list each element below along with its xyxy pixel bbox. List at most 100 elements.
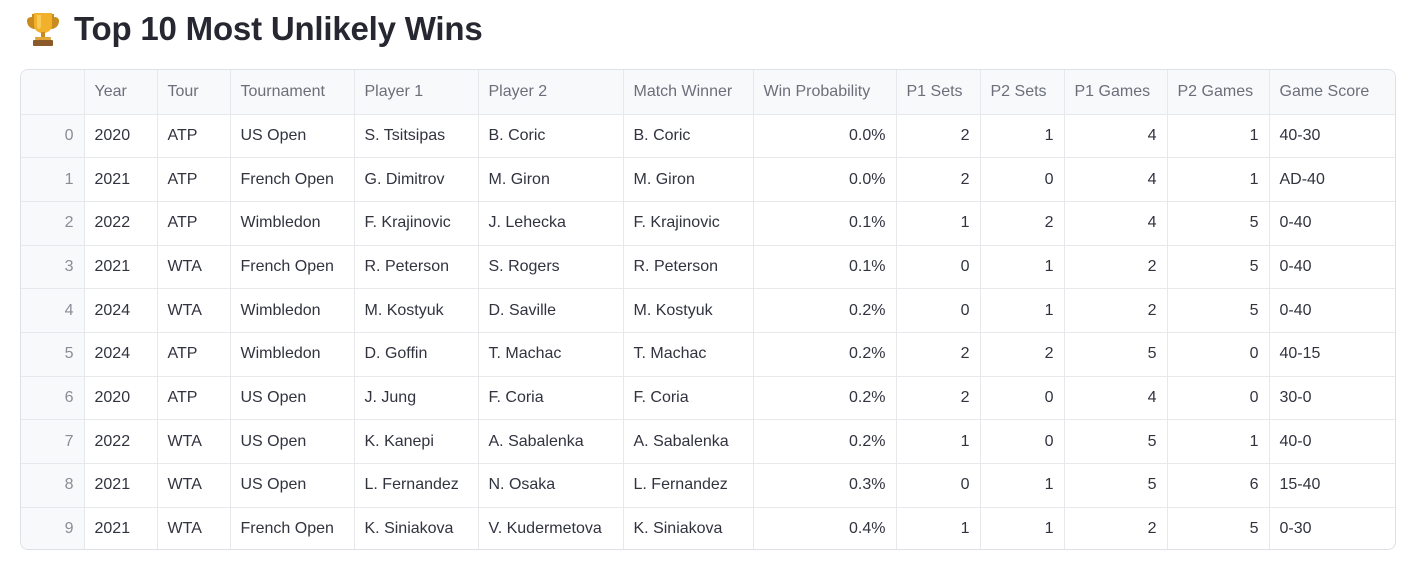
p1-sets-cell[interactable]: 2: [896, 376, 981, 421]
tournament-cell[interactable]: US Open: [230, 376, 355, 421]
game-score-cell[interactable]: AD-40: [1269, 157, 1395, 202]
player2-cell[interactable]: J. Lehecka: [478, 201, 624, 246]
row-index[interactable]: 7: [21, 419, 85, 464]
p1-games-cell[interactable]: 2: [1064, 288, 1168, 333]
tour-cell[interactable]: ATP: [157, 114, 231, 159]
p2-games-cell[interactable]: 5: [1167, 507, 1270, 549]
player2-header[interactable]: Player 2: [478, 70, 624, 115]
tour-cell[interactable]: WTA: [157, 245, 231, 290]
p2-games-cell[interactable]: 1: [1167, 114, 1270, 159]
winner-cell[interactable]: T. Machac: [623, 332, 754, 377]
table-row[interactable]: 8 2021 WTA US Open L. Fernandez N. Osaka L. Fe…: [21, 463, 1395, 508]
win-probability-cell[interactable]: 0.3%: [753, 463, 897, 508]
player1-header[interactable]: Player 1: [354, 70, 479, 115]
player2-cell[interactable]: N. Osaka: [478, 463, 624, 508]
game-score-header[interactable]: Game Score: [1269, 70, 1395, 115]
row-index[interactable]: 0: [21, 114, 85, 159]
winner-cell[interactable]: B. Coric: [623, 114, 754, 159]
p2-sets-cell[interactable]: 1: [980, 288, 1065, 333]
win-probability-cell[interactable]: 0.2%: [753, 419, 897, 464]
p1-games-cell[interactable]: 5: [1064, 463, 1168, 508]
game-score-cell[interactable]: 0-40: [1269, 245, 1395, 290]
tournament-header[interactable]: Tournament: [230, 70, 355, 115]
p2-sets-cell[interactable]: 0: [980, 157, 1065, 202]
year-cell[interactable]: 2021: [84, 463, 158, 508]
winner-header[interactable]: Match Winner: [623, 70, 754, 115]
p2-sets-cell[interactable]: 1: [980, 507, 1065, 549]
p1-sets-cell[interactable]: 1: [896, 419, 981, 464]
p2-games-cell[interactable]: 0: [1167, 332, 1270, 377]
year-cell[interactable]: 2022: [84, 419, 158, 464]
win-probability-cell[interactable]: 0.1%: [753, 245, 897, 290]
year-cell[interactable]: 2024: [84, 332, 158, 377]
tournament-cell[interactable]: US Open: [230, 419, 355, 464]
p1-sets-cell[interactable]: 2: [896, 332, 981, 377]
player1-cell[interactable]: G. Dimitrov: [354, 157, 479, 202]
p1-sets-cell[interactable]: 1: [896, 201, 981, 246]
player2-cell[interactable]: D. Saville: [478, 288, 624, 333]
win-probability-header[interactable]: Win Probability: [753, 70, 897, 115]
p2-sets-cell[interactable]: 1: [980, 463, 1065, 508]
year-cell[interactable]: 2020: [84, 114, 158, 159]
p2-sets-cell[interactable]: 2: [980, 332, 1065, 377]
winner-cell[interactable]: K. Siniakova: [623, 507, 754, 549]
p1-games-cell[interactable]: 2: [1064, 245, 1168, 290]
winner-cell[interactable]: M. Kostyuk: [623, 288, 754, 333]
p1-games-cell[interactable]: 4: [1064, 376, 1168, 421]
p1-games-header[interactable]: P1 Games: [1064, 70, 1168, 115]
game-score-cell[interactable]: 0-40: [1269, 288, 1395, 333]
year-cell[interactable]: 2021: [84, 157, 158, 202]
winner-cell[interactable]: F. Coria: [623, 376, 754, 421]
player1-cell[interactable]: F. Krajinovic: [354, 201, 479, 246]
table-row[interactable]: 1 2021 ATP French Open G. Dimitrov M. Giron M.…: [21, 157, 1395, 202]
tournament-cell[interactable]: US Open: [230, 114, 355, 159]
tour-cell[interactable]: WTA: [157, 463, 231, 508]
winner-cell[interactable]: M. Giron: [623, 157, 754, 202]
game-score-cell[interactable]: 30-0: [1269, 376, 1395, 421]
row-index[interactable]: 2: [21, 201, 85, 246]
tournament-cell[interactable]: French Open: [230, 245, 355, 290]
p1-games-cell[interactable]: 4: [1064, 201, 1168, 246]
p2-games-cell[interactable]: 6: [1167, 463, 1270, 508]
p2-games-cell[interactable]: 1: [1167, 157, 1270, 202]
row-index[interactable]: 9: [21, 507, 85, 549]
win-probability-cell[interactable]: 0.2%: [753, 288, 897, 333]
winner-cell[interactable]: R. Peterson: [623, 245, 754, 290]
tour-cell[interactable]: ATP: [157, 376, 231, 421]
row-index[interactable]: 5: [21, 332, 85, 377]
tournament-cell[interactable]: Wimbledon: [230, 201, 355, 246]
table-row[interactable]: 7 2022 WTA US Open K. Kanepi A. Sabalenka A. S…: [21, 419, 1395, 464]
tour-cell[interactable]: WTA: [157, 288, 231, 333]
tour-header[interactable]: Tour: [157, 70, 231, 115]
table-row[interactable]: 2 2022 ATP Wimbledon F. Krajinovic J. Lehecka…: [21, 201, 1395, 246]
p1-sets-cell[interactable]: 2: [896, 157, 981, 202]
win-probability-cell[interactable]: 0.0%: [753, 114, 897, 159]
player1-cell[interactable]: R. Peterson: [354, 245, 479, 290]
tour-cell[interactable]: WTA: [157, 507, 231, 549]
game-score-cell[interactable]: 40-30: [1269, 114, 1395, 159]
player1-cell[interactable]: L. Fernandez: [354, 463, 479, 508]
p2-games-cell[interactable]: 0: [1167, 376, 1270, 421]
p2-sets-cell[interactable]: 0: [980, 376, 1065, 421]
table-row[interactable]: 3 2021 WTA French Open R. Peterson S. Rogers R…: [21, 245, 1395, 290]
p1-games-cell[interactable]: 4: [1064, 114, 1168, 159]
p1-sets-cell[interactable]: 0: [896, 463, 981, 508]
year-cell[interactable]: 2021: [84, 507, 158, 549]
p2-games-cell[interactable]: 5: [1167, 201, 1270, 246]
row-index[interactable]: 3: [21, 245, 85, 290]
row-index[interactable]: 6: [21, 376, 85, 421]
winner-cell[interactable]: F. Krajinovic: [623, 201, 754, 246]
player2-cell[interactable]: V. Kudermetova: [478, 507, 624, 549]
p1-games-cell[interactable]: 5: [1064, 419, 1168, 464]
p1-games-cell[interactable]: 5: [1064, 332, 1168, 377]
p1-sets-cell[interactable]: 0: [896, 245, 981, 290]
tour-cell[interactable]: ATP: [157, 201, 231, 246]
table-row[interactable]: 0 2020 ATP US Open S. Tsitsipas B. Coric B. Co…: [21, 114, 1395, 159]
year-header[interactable]: Year: [84, 70, 158, 115]
player2-cell[interactable]: T. Machac: [478, 332, 624, 377]
win-probability-cell[interactable]: 0.1%: [753, 201, 897, 246]
p2-games-cell[interactable]: 5: [1167, 245, 1270, 290]
row-index[interactable]: 8: [21, 463, 85, 508]
p1-sets-cell[interactable]: 2: [896, 114, 981, 159]
p1-sets-cell[interactable]: 0: [896, 288, 981, 333]
